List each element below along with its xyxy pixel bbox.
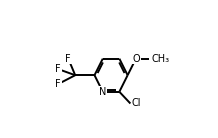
- Text: F: F: [65, 54, 71, 64]
- Text: CH₃: CH₃: [151, 54, 169, 64]
- Text: Cl: Cl: [132, 99, 141, 108]
- Text: F: F: [55, 64, 61, 74]
- Text: N: N: [99, 87, 106, 97]
- Text: F: F: [55, 79, 61, 89]
- Text: O: O: [132, 54, 140, 64]
